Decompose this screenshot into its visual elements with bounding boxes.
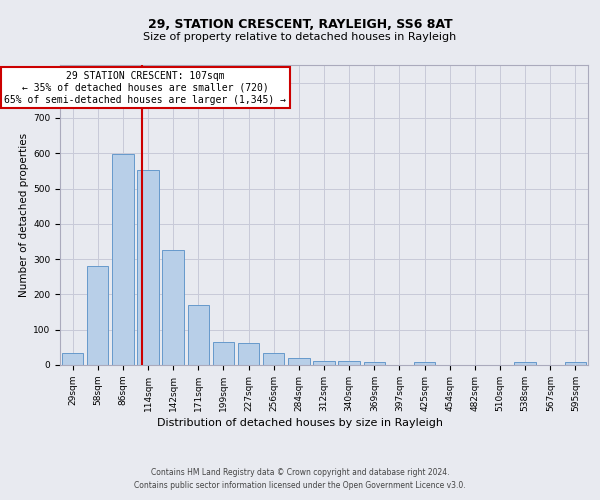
Text: Distribution of detached houses by size in Rayleigh: Distribution of detached houses by size … <box>157 418 443 428</box>
Bar <box>87 266 109 365</box>
Bar <box>62 352 83 365</box>
Bar <box>188 305 209 365</box>
Y-axis label: Number of detached properties: Number of detached properties <box>19 133 29 297</box>
Bar <box>263 352 284 365</box>
Bar <box>213 342 234 365</box>
Text: 29 STATION CRESCENT: 107sqm
← 35% of detached houses are smaller (720)
65% of se: 29 STATION CRESCENT: 107sqm ← 35% of det… <box>4 72 286 104</box>
Bar <box>565 362 586 365</box>
Text: Contains public sector information licensed under the Open Government Licence v3: Contains public sector information licen… <box>134 480 466 490</box>
Text: 29, STATION CRESCENT, RAYLEIGH, SS6 8AT: 29, STATION CRESCENT, RAYLEIGH, SS6 8AT <box>148 18 452 30</box>
Text: Size of property relative to detached houses in Rayleigh: Size of property relative to detached ho… <box>143 32 457 42</box>
Bar <box>364 362 385 365</box>
Bar <box>112 154 134 365</box>
Bar <box>163 250 184 365</box>
Bar <box>338 362 360 365</box>
Bar <box>313 361 335 365</box>
Bar <box>238 343 259 365</box>
Bar <box>137 170 158 365</box>
Bar <box>414 362 435 365</box>
Text: Contains HM Land Registry data © Crown copyright and database right 2024.: Contains HM Land Registry data © Crown c… <box>151 468 449 477</box>
Bar <box>288 358 310 365</box>
Bar <box>514 362 536 365</box>
